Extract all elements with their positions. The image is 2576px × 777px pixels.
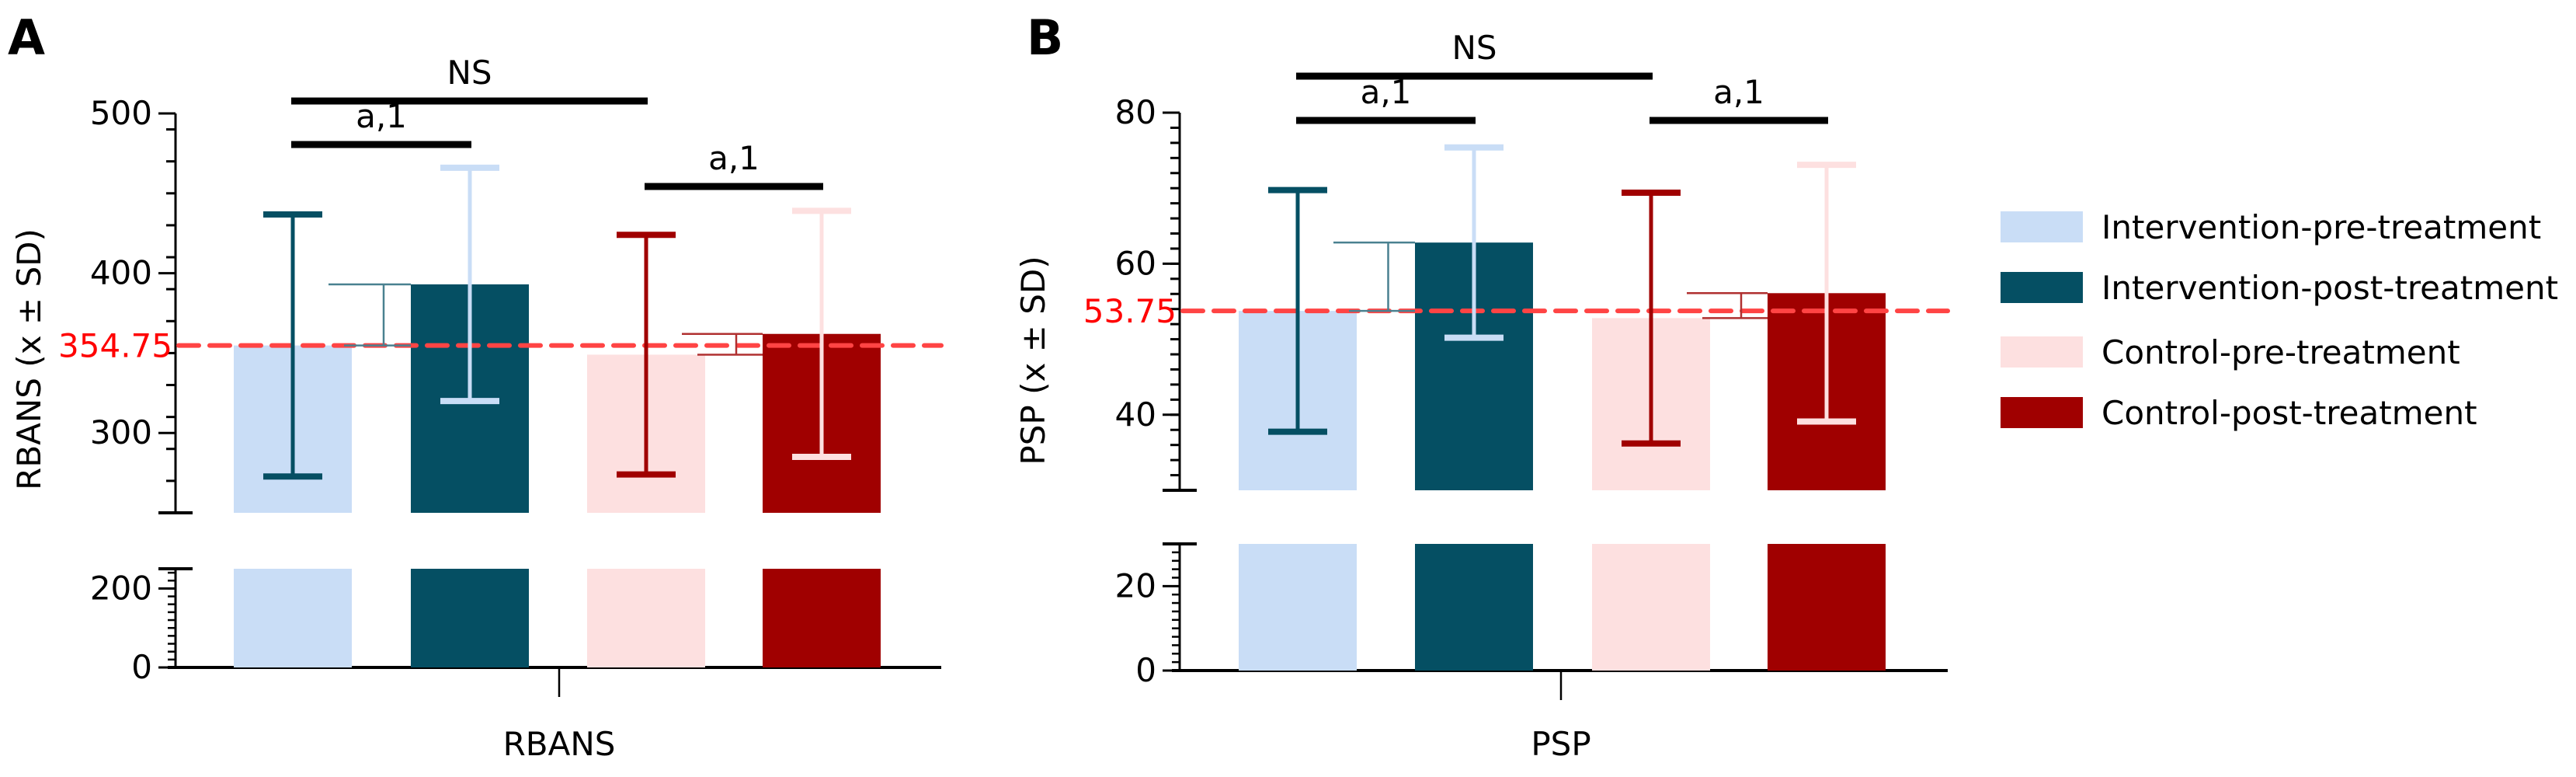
significance-bracket: a,1: [645, 139, 823, 190]
change-marker: [1333, 241, 1415, 312]
bar-lower: [1415, 544, 1533, 671]
error-bar: [1444, 144, 1504, 341]
legend-label: Control-pre-treatment: [2101, 333, 2460, 371]
y-tick-label: 200: [90, 569, 152, 607]
bar-lower: [1239, 544, 1357, 671]
y-axis-title: PSP (x ± SD): [1014, 256, 1052, 465]
panel-letter: B: [1027, 9, 1063, 66]
significance-bracket: a,1: [291, 97, 471, 148]
legend-item: Control-pre-treatment: [2001, 333, 2460, 371]
x-category-label: RBANS: [503, 725, 616, 763]
significance-label: a,1: [356, 97, 407, 135]
reference-line-label: 354.75: [58, 327, 172, 365]
y-tick-label: 80: [1115, 93, 1156, 131]
change-marker: [682, 333, 763, 356]
y-tick-label: 40: [1115, 395, 1156, 434]
significance-bracket: a,1: [1650, 73, 1828, 124]
y-tick-label: 500: [90, 94, 152, 132]
y-tick-label: 400: [90, 254, 152, 292]
error-bar: [440, 164, 499, 405]
legend-swatch: [2001, 211, 2083, 242]
legend-label: Control-post-treatment: [2101, 394, 2477, 432]
panel-a: A RBANS (x ± SD) 300 400 500 0 200 RBANS 354.75 N…: [8, 9, 944, 763]
change-marker: [329, 283, 411, 347]
error-bar: [1268, 186, 1327, 435]
legend-label: Intervention-pre-treatment: [2101, 208, 2541, 246]
y-tick-label: 0: [1135, 651, 1156, 689]
error-bar: [1622, 190, 1681, 447]
legend-swatch: [2001, 397, 2083, 428]
significance-bracket: NS: [291, 54, 648, 105]
y-tick-label: 20: [1115, 566, 1156, 605]
legend-label: Intervention-post-treatment: [2101, 269, 2558, 307]
legend-item: Control-post-treatment: [2001, 394, 2477, 432]
bar-lower: [763, 569, 881, 667]
bar-lower: [1768, 544, 1886, 671]
legend: Intervention-pre-treatment Intervention-p…: [2001, 208, 2558, 432]
legend-swatch: [2001, 336, 2083, 368]
error-bar: [792, 207, 851, 461]
bar-lower: [234, 569, 352, 667]
y-tick-label: 300: [90, 413, 152, 451]
significance-label: a,1: [1713, 73, 1764, 111]
bar-lower: [1592, 544, 1710, 671]
error-bar: [263, 211, 322, 480]
bar-lower: [411, 569, 529, 667]
panel-letter: A: [8, 9, 45, 66]
panel-b: B PSP (x ± SD) 40 60 80 0 20 PSP 53.75 NS a,1 a,1: [1014, 9, 1950, 763]
y-tick-label: 0: [131, 648, 152, 686]
y-tick-label: 60: [1115, 244, 1156, 282]
reference-line-label: 53.75: [1083, 292, 1177, 330]
significance-label: NS: [1451, 29, 1497, 67]
significance-label: a,1: [1361, 73, 1412, 111]
legend-swatch: [2001, 272, 2083, 303]
significance-bracket: NS: [1296, 29, 1653, 80]
error-bar: [617, 232, 676, 478]
bar-lower: [587, 569, 705, 667]
significance-bracket: a,1: [1296, 73, 1476, 124]
change-marker: [1687, 292, 1768, 319]
legend-item: Intervention-post-treatment: [2001, 269, 2558, 307]
significance-label: NS: [447, 54, 492, 92]
error-bar: [1797, 162, 1856, 425]
legend-item: Intervention-pre-treatment: [2001, 208, 2541, 246]
y-axis-title: RBANS (x ± SD): [10, 228, 48, 490]
x-category-label: PSP: [1531, 725, 1590, 763]
significance-label: a,1: [708, 139, 760, 177]
